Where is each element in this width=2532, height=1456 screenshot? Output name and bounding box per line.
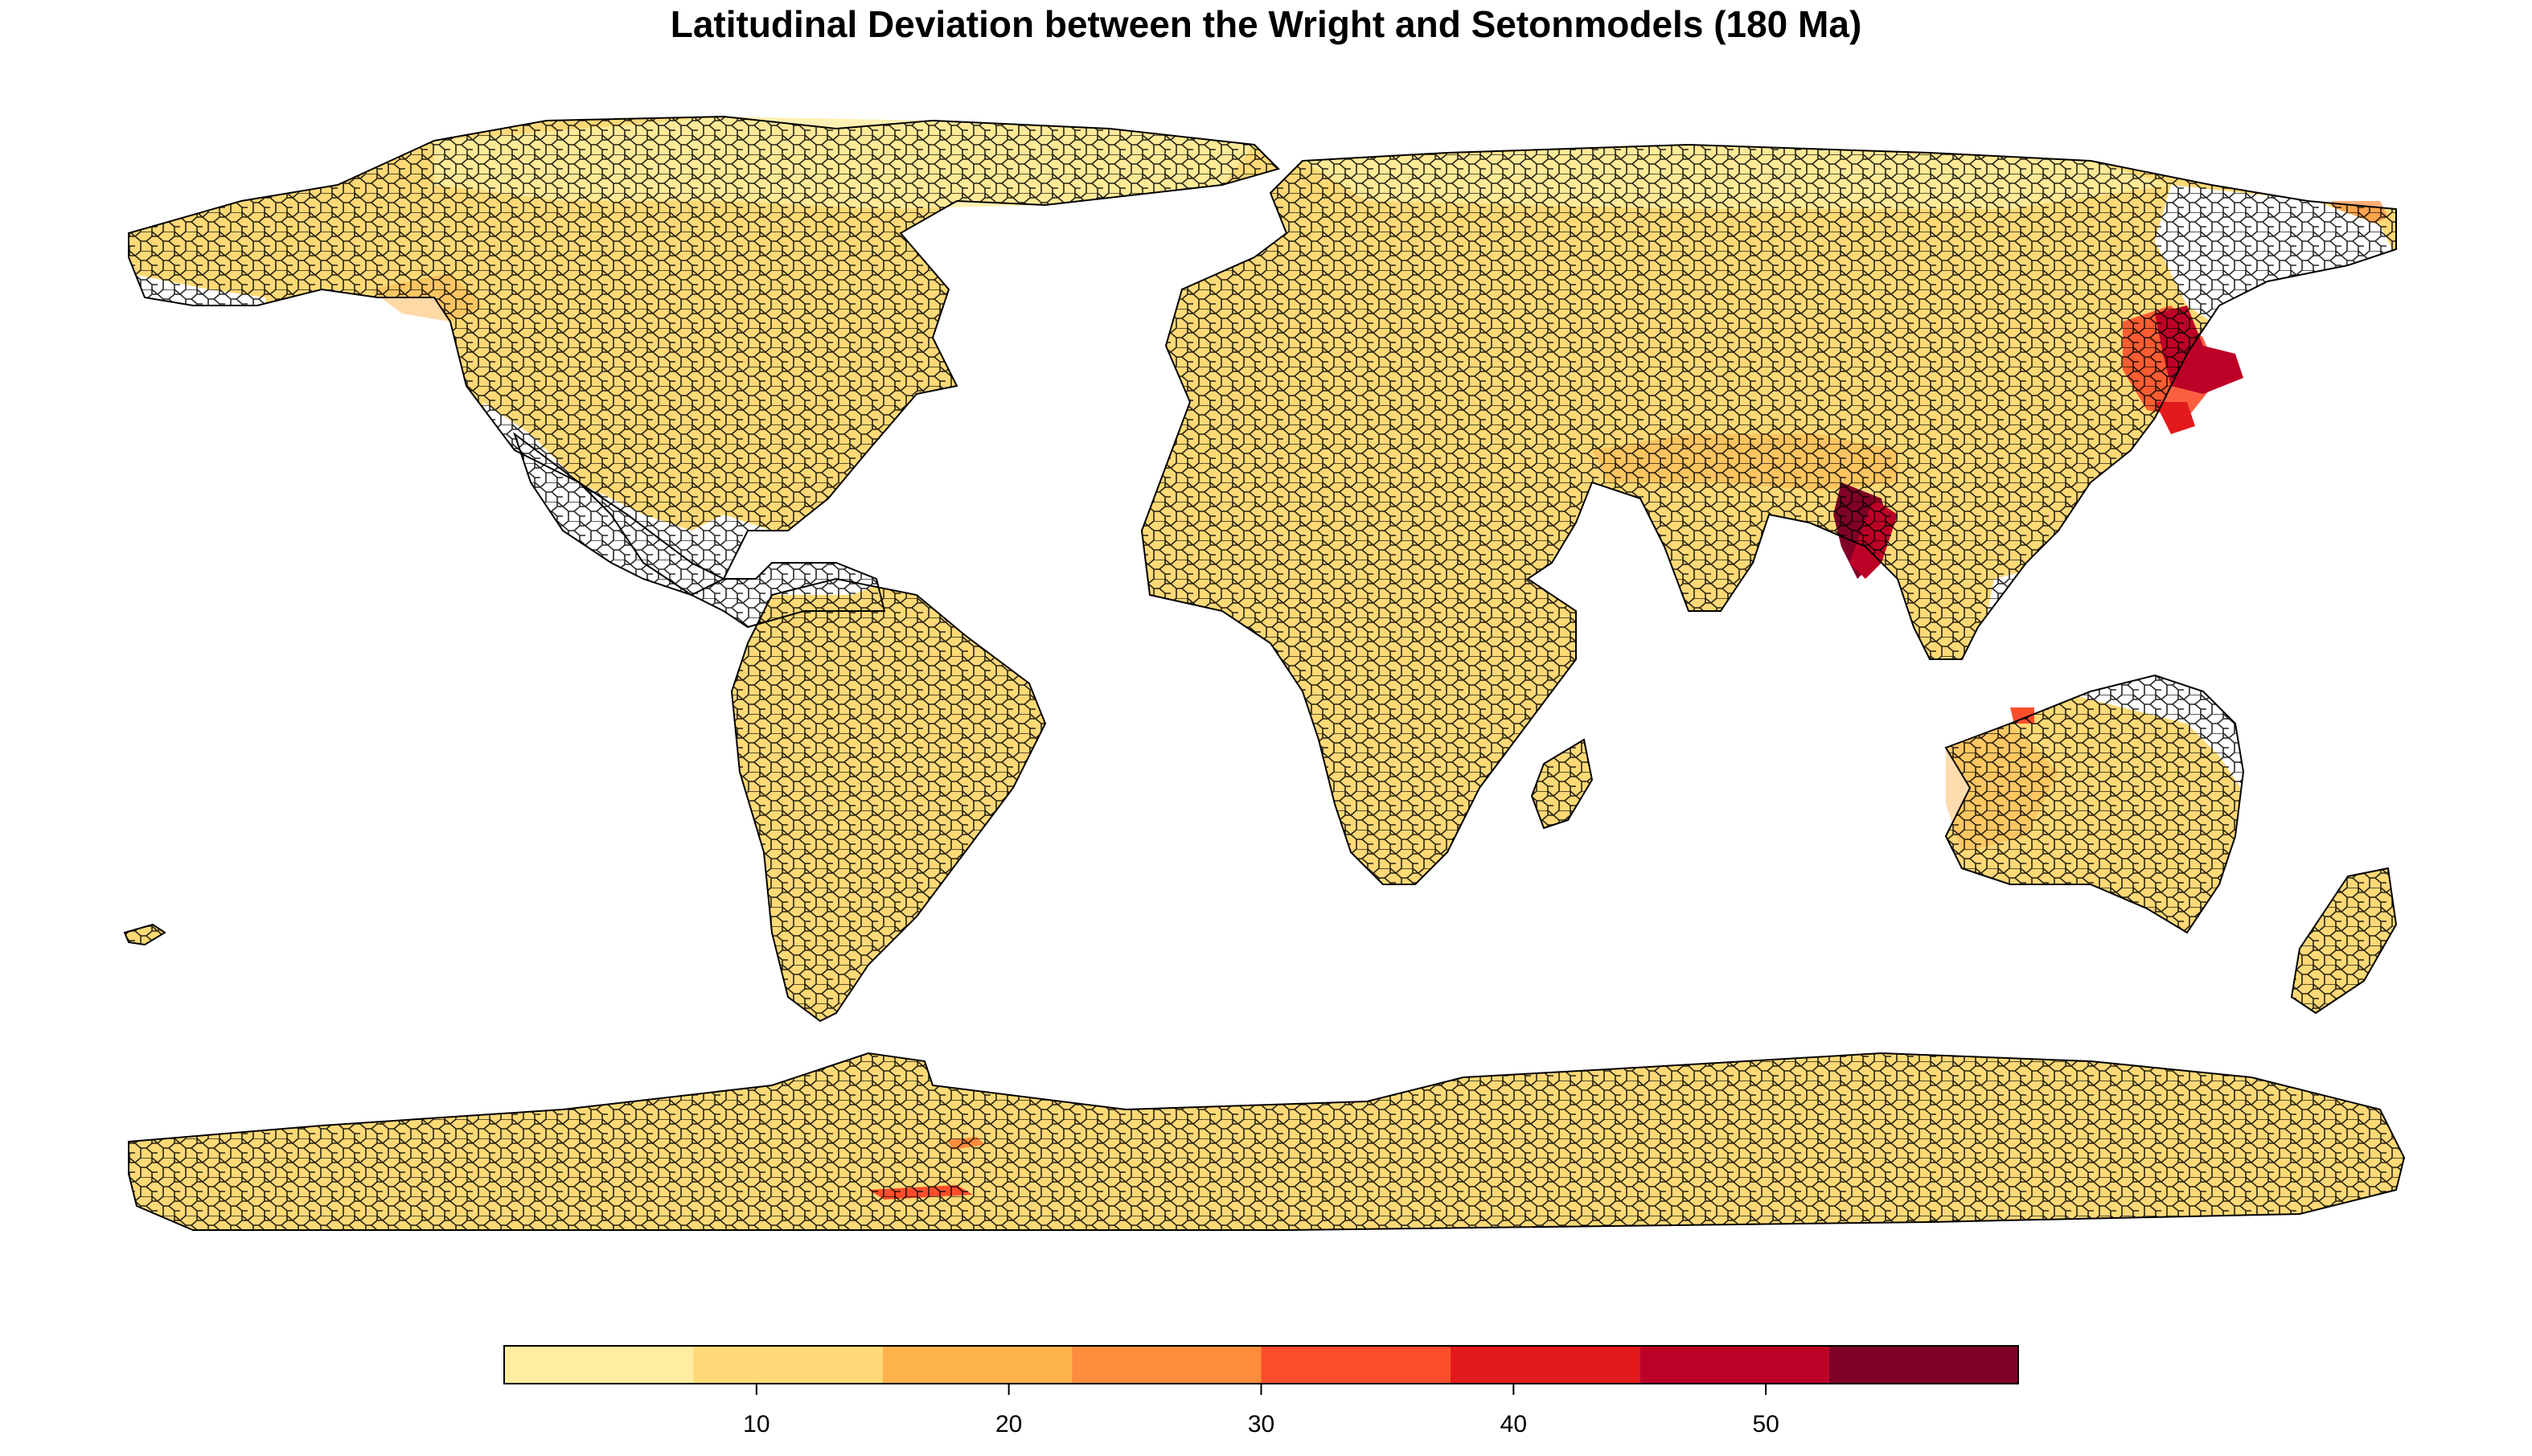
legend-tick-label-10: 10 [743,1411,769,1438]
legend-bin-7 [1639,1346,1829,1384]
legend-bin-8 [1828,1346,2018,1384]
landmass-eurasia-africa-outline [1140,143,2397,885]
legend-bin-4 [1072,1346,1262,1384]
landmass-australia-outline [1944,674,2245,934]
landmass-madagascar-outline [1530,738,1594,830]
legend-bin-1 [504,1346,694,1384]
legend-bin-3 [882,1346,1073,1384]
legend-tick-label-20: 20 [995,1411,1022,1438]
patch-na-white-south [482,402,893,611]
color-legend: 10 20 30 40 50 [503,1345,2019,1438]
patch-korea [2155,402,2195,434]
legend-tick-label-50: 50 [1752,1411,1779,1438]
legend-bin-5 [1261,1346,1451,1384]
legend-tick-label-30: 30 [1248,1411,1274,1438]
page-title: Latitudinal Deviation between the Wright… [670,3,1862,45]
landmass-new-zealand-outline [2290,867,2398,1015]
legend-bin-6 [1450,1346,1640,1384]
landmass-antarctica-outline [128,1052,2406,1231]
patch-indonesia-white [1986,563,2332,884]
landmass-south-america-outline [730,577,1047,1023]
landmass-north-america-outline [128,115,1280,597]
continent-outlines [123,115,2406,1231]
legend-tick-label-40: 40 [1500,1411,1527,1438]
landmass-central-america-outline [513,432,886,629]
legend-bin-2 [693,1346,883,1384]
landmass-small-island-outline [123,923,166,946]
